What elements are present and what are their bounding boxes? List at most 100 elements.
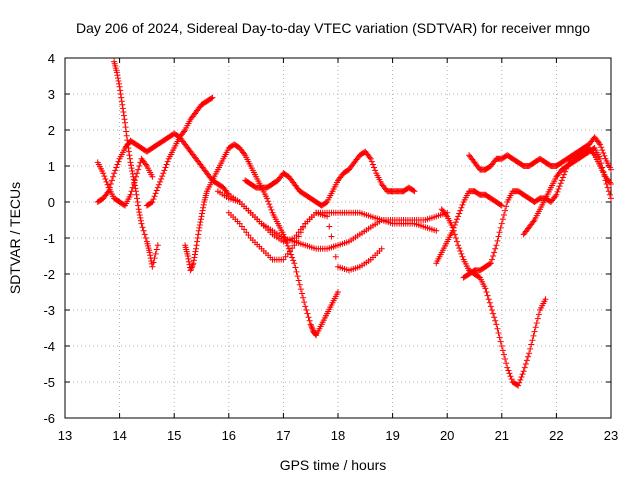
x-tick-label: 21 (495, 428, 509, 443)
data-point (484, 292, 491, 299)
data-point (523, 357, 530, 364)
data-point (554, 188, 561, 195)
data-point (197, 216, 204, 223)
data-point (289, 254, 296, 261)
data-point (123, 132, 130, 139)
data-point (149, 199, 156, 205)
data-point (324, 213, 331, 220)
data-point (150, 259, 157, 266)
data-point (528, 341, 535, 348)
data-point (603, 181, 610, 187)
data-point (199, 210, 206, 217)
data-point (116, 83, 123, 90)
series-track-11 (466, 134, 614, 173)
data-point (293, 237, 300, 244)
data-point (308, 322, 315, 329)
data-point (300, 224, 307, 231)
data-point (108, 177, 115, 184)
data-point (531, 328, 538, 335)
data-point (288, 251, 295, 258)
data-point (450, 227, 457, 234)
data-point (335, 289, 341, 295)
data-point (497, 201, 504, 208)
data-point (532, 324, 539, 331)
data-point (602, 177, 609, 184)
data-point (114, 161, 121, 168)
data-point (552, 193, 559, 200)
data-point (529, 337, 536, 344)
data-point (497, 338, 504, 345)
data-point (191, 251, 198, 258)
data-point (149, 263, 156, 270)
data-point (200, 201, 207, 208)
data-point (606, 179, 613, 186)
data-point (605, 188, 612, 195)
data-point (294, 273, 301, 280)
data-point (498, 343, 505, 349)
data-point (125, 148, 132, 155)
data-point (129, 168, 136, 175)
x-tick-label: 13 (58, 428, 72, 443)
x-tick-label: 17 (276, 428, 290, 443)
data-point (162, 164, 169, 171)
data-point (116, 80, 123, 87)
data-point (280, 231, 287, 238)
data-point (208, 95, 215, 102)
data-point (158, 175, 165, 182)
data-point (305, 314, 312, 321)
data-point (496, 229, 503, 236)
x-tick-label: 14 (112, 428, 126, 443)
data-point (486, 299, 493, 306)
data-point (185, 255, 192, 262)
data-point (495, 233, 502, 240)
data-point (127, 159, 134, 166)
data-point (135, 202, 142, 209)
data-point (368, 158, 375, 165)
data-point (120, 109, 127, 115)
x-tick-label: 22 (549, 428, 563, 443)
data-point (190, 260, 197, 267)
data-point (264, 195, 271, 202)
data-point (134, 195, 141, 202)
data-point (499, 216, 506, 223)
data-point (110, 173, 117, 180)
data-point (125, 145, 132, 151)
data-point (115, 158, 122, 165)
data-point (503, 203, 510, 210)
y-tick-label: -4 (43, 339, 55, 354)
x-axis-label: GPS time / hours (280, 457, 387, 473)
data-point (129, 170, 136, 177)
data-point (454, 216, 461, 223)
data-point (557, 180, 564, 187)
y-tick-label: 3 (48, 87, 55, 102)
data-point (114, 72, 121, 79)
data-point (117, 87, 124, 94)
data-point (300, 294, 307, 301)
data-point (292, 264, 299, 271)
data-point (150, 196, 157, 203)
data-point (599, 147, 606, 154)
data-point (598, 144, 605, 151)
data-point (104, 181, 111, 188)
x-tick-label: 20 (440, 428, 454, 443)
data-point (139, 224, 146, 231)
data-point (308, 324, 315, 331)
data-point (455, 213, 462, 220)
data-point (506, 370, 513, 377)
series-track-4 (182, 141, 341, 339)
data-series (94, 58, 614, 389)
data-point (196, 224, 203, 231)
x-tick-label: 19 (385, 428, 399, 443)
data-point (189, 263, 196, 270)
data-point (151, 193, 158, 200)
data-point (190, 257, 197, 264)
data-point (458, 250, 465, 257)
y-tick-label: -6 (43, 411, 55, 426)
y-tick-label: -1 (43, 231, 55, 246)
data-point (131, 177, 138, 184)
data-point (332, 253, 339, 260)
series-track-3 (143, 94, 216, 209)
data-point (134, 170, 141, 177)
series-track-12 (520, 145, 614, 238)
data-point (196, 222, 203, 229)
